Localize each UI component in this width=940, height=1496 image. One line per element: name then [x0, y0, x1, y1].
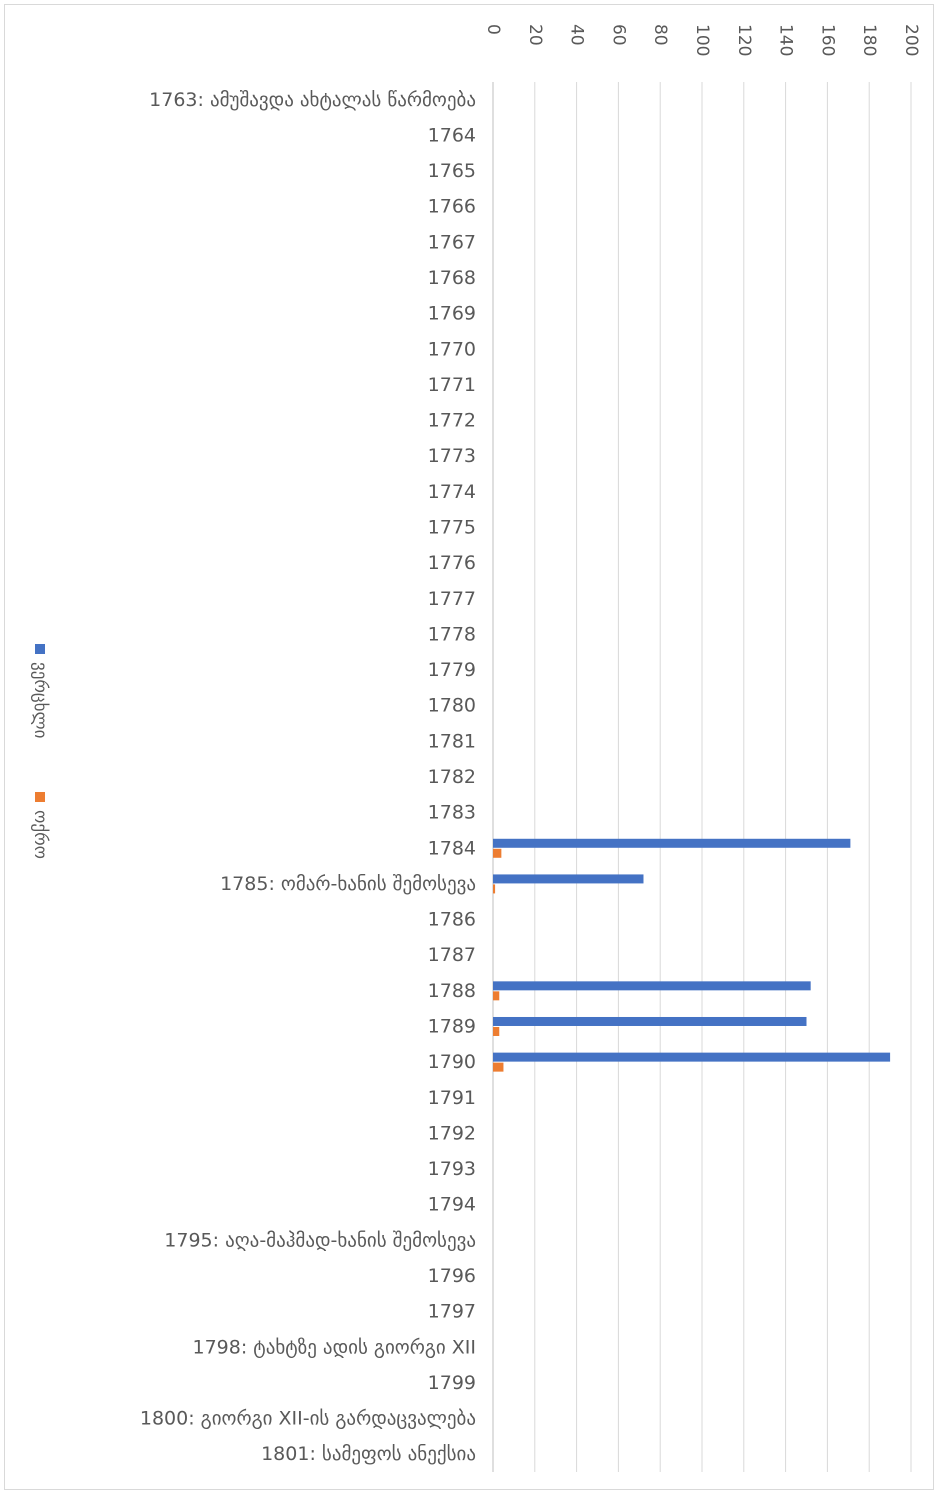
x-tick-label: 120: [734, 24, 754, 56]
category-label: 1767: [428, 231, 476, 253]
category-label: 1794: [428, 1194, 476, 1216]
bar: [493, 1052, 891, 1062]
category-label: 1792: [428, 1122, 476, 1144]
bars: [493, 838, 891, 1072]
chart-frame: [4, 4, 934, 1490]
category-label: 1787: [428, 944, 476, 966]
legend: ვერცხლი ოქრო: [30, 644, 50, 859]
x-tick-label: 0: [483, 24, 503, 35]
category-label: 1796: [428, 1265, 476, 1287]
bar: [493, 981, 811, 991]
category-label: 1763: ამუშავდა ახტალას წარმოება: [149, 89, 476, 111]
category-label: 1777: [428, 588, 476, 610]
bar: [493, 874, 644, 884]
legend-swatch: [35, 644, 45, 654]
category-label: 1772: [428, 410, 476, 432]
category-label: 1795: აღა-მაჰმად-ხანის შემოსევა: [164, 1229, 476, 1251]
category-label: 1788: [428, 980, 476, 1002]
category-label: 1764: [428, 124, 476, 146]
category-label: 1782: [428, 766, 476, 788]
bar: [493, 848, 502, 858]
category-label: 1778: [428, 623, 476, 645]
x-tick-label: 20: [525, 24, 545, 46]
x-tick-label: 140: [776, 24, 796, 56]
x-tick-label: 180: [859, 24, 879, 56]
bar: [493, 838, 851, 848]
category-label: 1800: გიორგი XII-ის გარდაცვალება: [140, 1408, 476, 1430]
category-label: 1801: სამეფოს ანექსია: [261, 1443, 476, 1465]
category-label: 1774: [428, 481, 476, 503]
category-label: 1790: [428, 1051, 476, 1073]
category-label: 1793: [428, 1158, 476, 1180]
category-label: 1770: [428, 338, 476, 360]
category-label: 1784: [428, 837, 476, 859]
category-label: 1765: [428, 160, 476, 182]
category-label: 1783: [428, 802, 476, 824]
x-tick-label: 100: [692, 24, 712, 56]
gridlines: [492, 82, 912, 1472]
category-label: 1797: [428, 1301, 476, 1323]
bar: [493, 1026, 500, 1036]
x-tick-label: 160: [817, 24, 837, 56]
legend-label: ოქრო: [30, 810, 50, 859]
category-label: 1775: [428, 517, 476, 539]
category-labels: 1763: ამუშავდა ახტალას წარმოება 1764 1765 1…: [140, 89, 476, 1465]
category-label: 1798: ტახტზე ადის გიორგი XII: [193, 1336, 477, 1358]
category-label: 1799: [428, 1372, 476, 1394]
category-label: 1773: [428, 445, 476, 467]
x-tick-label: 200: [901, 24, 921, 56]
category-label: 1786: [428, 909, 476, 931]
category-label: 1780: [428, 695, 476, 717]
category-label: 1776: [428, 552, 476, 574]
x-tick-label: 80: [650, 24, 670, 46]
category-label: 1769: [428, 303, 476, 325]
category-label: 1789: [428, 1015, 476, 1037]
bar: [493, 991, 500, 1001]
category-label: 1766: [428, 196, 476, 218]
x-tick-label: 40: [567, 24, 587, 46]
category-label: 1781: [428, 730, 476, 752]
bar: [493, 1016, 807, 1026]
category-label: 1791: [428, 1087, 476, 1109]
bar: [493, 884, 496, 894]
x-axis-tick-labels: 0 20 40 60 80 100 120 140 160 180 200: [483, 24, 921, 56]
category-label: 1779: [428, 659, 476, 681]
x-tick-label: 60: [608, 24, 628, 46]
category-label: 1771: [428, 374, 476, 396]
legend-swatch: [35, 792, 45, 802]
legend-label: ვერცხლი: [30, 662, 50, 738]
category-label: 1785: ომარ-ხანის შემოსევა: [220, 873, 476, 895]
bar: [493, 1062, 504, 1072]
category-label: 1768: [428, 267, 476, 289]
